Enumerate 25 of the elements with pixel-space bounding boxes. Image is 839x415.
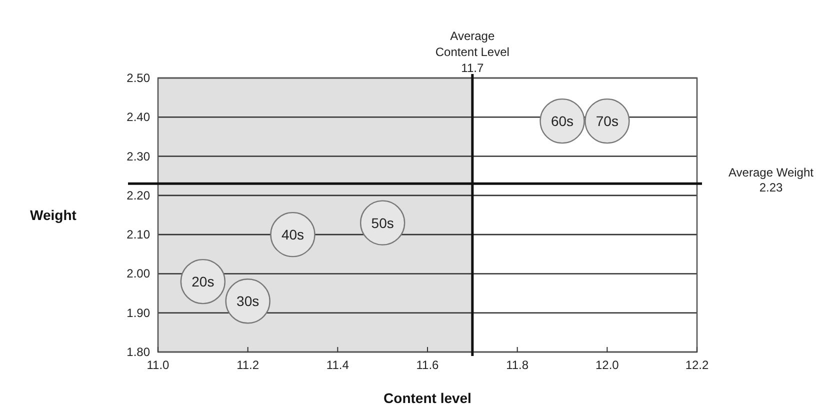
annotation: 60s: [550, 113, 574, 130]
annotation: 70s: [596, 113, 618, 130]
annotation: 30s: [236, 293, 260, 310]
y-tick-label: 2.40: [126, 110, 150, 124]
x-tick-label: 11.4: [326, 358, 350, 372]
x-tick-label: 11.2: [236, 358, 260, 372]
y-tick-label: 2.30: [126, 149, 150, 164]
annotation: 50s: [371, 214, 394, 231]
ref-line-label: Average Content Level 11.7: [435, 29, 510, 75]
x-tick-label: 11.6: [416, 358, 440, 372]
ref-line-label: Average Weight 2.23: [728, 166, 814, 195]
annotation: 20s: [192, 274, 214, 290]
y-tick-label: 2.50: [126, 71, 150, 85]
x-axis-title: Content level: [384, 390, 472, 406]
y-tick-label: 2.10: [126, 228, 150, 242]
y-axis-title: Weight: [30, 207, 77, 223]
y-tick-label: 2.20: [126, 188, 150, 202]
annotation: 40s: [281, 226, 304, 243]
x-tick-label: 12.0: [595, 358, 620, 372]
y-tick-label: 1.80: [126, 345, 150, 359]
y-tick-label: 2.00: [126, 266, 150, 281]
x-tick-label: 12.2: [685, 358, 709, 372]
x-tick-label: 11.8: [506, 358, 529, 372]
x-tick-label: 11.0: [146, 358, 170, 372]
y-tick-label: 1.90: [126, 306, 150, 320]
